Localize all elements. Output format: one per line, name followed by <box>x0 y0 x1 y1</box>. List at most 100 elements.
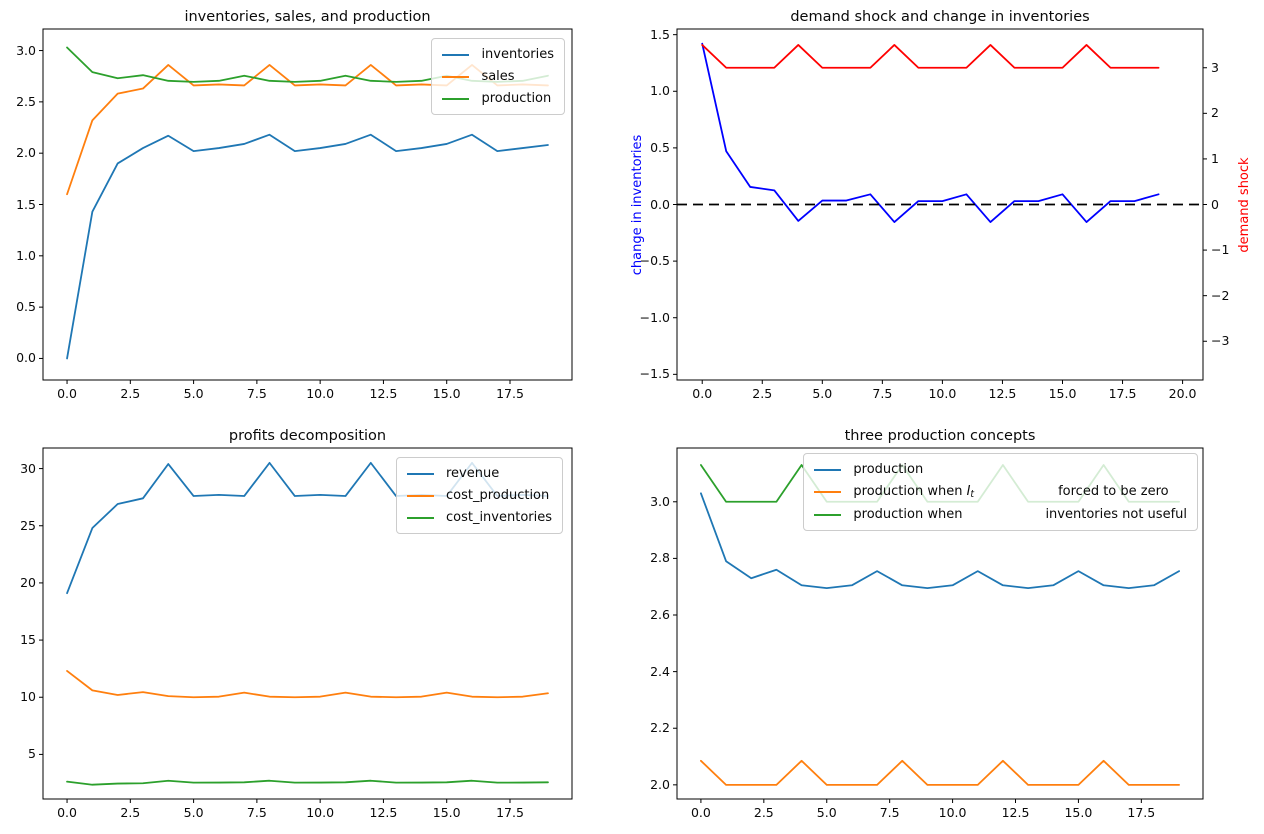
x-tick-label: 12.5 <box>1001 805 1030 820</box>
x-tick-label: 15.0 <box>432 805 461 820</box>
y-tick-label: 0.5 <box>650 139 670 155</box>
legend-item: cost_production <box>406 487 552 504</box>
x-tick-label: 12.5 <box>369 386 398 401</box>
legend-swatch <box>406 472 434 475</box>
x-tick-label: 2.5 <box>120 386 141 401</box>
chart-title: profits decomposition <box>228 428 387 444</box>
legend-label: revenue <box>446 465 499 482</box>
legend: revenue cost_production cost_inventories <box>395 457 563 534</box>
legend-label-segment: inventories <box>481 47 554 62</box>
legend-label-gap <box>962 517 1045 518</box>
y-tick-label: 25 <box>20 517 36 533</box>
x-tick-label: 12.5 <box>369 805 398 820</box>
y-tick-label: 2.2 <box>650 720 670 736</box>
y-tick-label: 3.0 <box>650 493 670 509</box>
x-tick-label: 12.5 <box>988 386 1017 401</box>
x-tick-label: 5.0 <box>183 386 204 401</box>
legend: production production when It forced to be… <box>803 453 1198 531</box>
x-tick-label: 15.0 <box>432 386 461 401</box>
x-tick-label: 2.5 <box>752 386 773 401</box>
legend-label: production <box>481 90 551 107</box>
x-tick-label: 0.0 <box>690 805 711 820</box>
x-tick-label: 0.0 <box>57 386 77 401</box>
x-tick-label: 2.5 <box>753 805 774 820</box>
y-right-tick-label: 2 <box>1211 105 1219 121</box>
y-right-tick-label: 1 <box>1211 150 1219 166</box>
x-tick-label: 10.0 <box>928 386 957 401</box>
y-tick-label: 2.6 <box>650 607 670 622</box>
legend-item: revenue <box>406 465 552 482</box>
legend-item: inventories <box>442 46 554 63</box>
x-tick-label: 15.0 <box>1064 805 1093 820</box>
series-line-cost-production <box>66 670 549 699</box>
legend-label: production when inventories not useful <box>853 506 1187 523</box>
y-tick-label: 1.0 <box>650 83 670 99</box>
x-tick-label: 2.5 <box>120 805 141 820</box>
chart-title: demand shock and change in inventories <box>790 9 1090 25</box>
legend-swatch <box>814 513 842 516</box>
x-tick-label: 10.0 <box>306 386 335 401</box>
legend-label-segment: production <box>853 462 924 477</box>
legend-swatch <box>814 491 842 493</box>
legend-item: sales <box>442 68 554 85</box>
y-tick-label: 2.0 <box>650 776 670 792</box>
legend-label-segment: cost_production <box>445 488 550 503</box>
y-tick-label: 15 <box>20 632 36 648</box>
legend-item: production <box>814 461 1187 478</box>
legend-label: sales <box>481 68 514 85</box>
legend-label-segment: cost_inventories <box>445 510 552 525</box>
legend-item: cost_inventories <box>406 509 552 526</box>
axes-spines <box>676 447 1204 800</box>
x-tick-label: 17.5 <box>496 805 524 820</box>
x-tick-label: 7.5 <box>872 386 893 401</box>
x-tick-label: 17.5 <box>1127 805 1156 820</box>
legend-swatch <box>814 468 842 471</box>
legend-label: production when It forced to be zero <box>853 483 1168 501</box>
y-tick-label: 0.0 <box>650 196 670 212</box>
axes-spines <box>42 447 573 800</box>
legend-label-segment: I <box>966 484 971 499</box>
legend-label-segment: forced to be zero <box>1058 484 1169 499</box>
y-right-tick-label: −1 <box>1211 242 1230 258</box>
y-tick-label: 2.5 <box>16 93 36 109</box>
y-tick-label: −1.5 <box>639 366 670 382</box>
legend-label-segment: t <box>970 489 975 501</box>
series-line-production <box>700 492 1180 590</box>
x-tick-label: 17.5 <box>496 386 524 401</box>
series-line-inventories <box>66 133 549 360</box>
x-tick-label: 10.0 <box>306 805 335 820</box>
x-tick-label: 10.0 <box>938 805 967 820</box>
legend-label-segment: revenue <box>445 466 500 481</box>
y-tick-label: 5 <box>28 746 36 762</box>
legend-swatch <box>442 75 470 78</box>
y-tick-label: 1.0 <box>16 247 36 263</box>
series-line-production-when-i-t-forced-to-be-zero <box>700 759 1180 786</box>
chart-title: three production concepts <box>844 428 1036 444</box>
y-tick-label: −1.0 <box>639 309 670 325</box>
legend-swatch <box>442 53 470 56</box>
x-tick-label: 5.0 <box>812 386 833 401</box>
y-axis-label-left: change in inventories <box>630 134 645 275</box>
y-tick-label: 1.5 <box>16 196 36 212</box>
x-tick-label: 5.0 <box>816 805 837 820</box>
series-line-demand-shock <box>701 44 1160 69</box>
y-tick-label: 2.4 <box>650 663 670 679</box>
legend-item: production when inventories not useful <box>814 506 1187 523</box>
y-tick-label: 1.5 <box>650 26 670 42</box>
legend-swatch <box>406 494 434 497</box>
legend-label: inventories <box>481 46 554 63</box>
x-tick-label: 7.5 <box>879 805 900 820</box>
legend-label: cost_inventories <box>446 509 552 526</box>
y-tick-label: 0.0 <box>16 350 36 366</box>
y-tick-label: 30 <box>20 460 36 476</box>
legend-label-segment: sales <box>481 69 515 84</box>
x-tick-label: 17.5 <box>1108 386 1137 401</box>
legend-label-segment: inventories not useful <box>1045 507 1187 522</box>
y-right-tick-label: −3 <box>1211 333 1230 349</box>
legend-item: production when It forced to be zero <box>814 483 1187 501</box>
series-line-cost-inventories <box>66 779 549 786</box>
y-tick-label: 3.0 <box>16 42 36 58</box>
legend-label: cost_production <box>446 487 549 504</box>
